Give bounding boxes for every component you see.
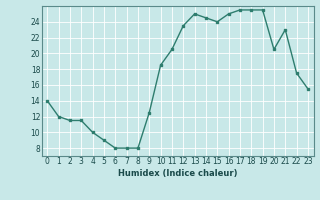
X-axis label: Humidex (Indice chaleur): Humidex (Indice chaleur) (118, 169, 237, 178)
